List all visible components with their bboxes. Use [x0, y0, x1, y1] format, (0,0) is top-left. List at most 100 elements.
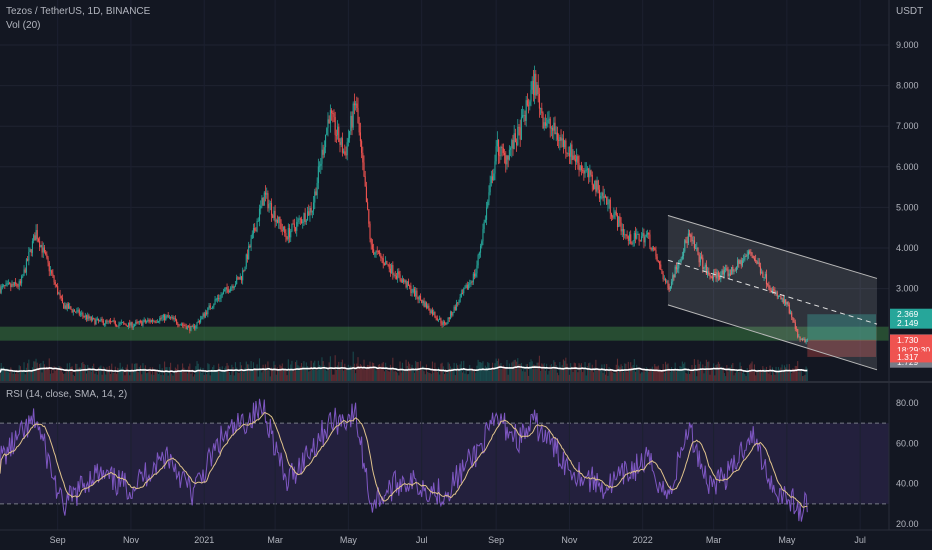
volume-bar [632, 365, 634, 381]
volume-bar [750, 363, 752, 381]
price-candle-body [10, 283, 12, 288]
price-candle-body [325, 134, 327, 148]
volume-bar [747, 370, 749, 381]
volume-bar [285, 369, 287, 381]
price-candle-body [395, 275, 397, 279]
symbol-legend[interactable]: Tezos / TetherUS, 1D, BINANCE [6, 6, 151, 17]
volume-bar [340, 362, 342, 381]
price-candle-body [167, 315, 169, 318]
volume-bar [525, 364, 527, 381]
price-candle-body [600, 195, 602, 199]
price-candle-body [24, 269, 26, 273]
price-candle-body [613, 213, 615, 218]
volume-bar [435, 368, 437, 381]
volume-bar [225, 366, 227, 381]
price-candle-body [472, 273, 474, 283]
price-candle-body [338, 126, 340, 142]
price-candle-body [697, 247, 699, 255]
volume-bar [0, 371, 1, 381]
volume-bar [770, 375, 772, 381]
price-candle-body [219, 298, 221, 300]
price-candle-body [568, 153, 570, 157]
volume-bar [321, 357, 323, 381]
price-candle-body [206, 312, 208, 315]
volume-bar [359, 363, 361, 381]
price-candle-body [570, 144, 572, 157]
volume-bar [316, 370, 318, 381]
price-candle-body [230, 287, 232, 292]
volume-bar [218, 363, 220, 381]
price-candle-body [727, 269, 729, 277]
price-candle-body [723, 269, 725, 275]
volume-bar [386, 369, 388, 381]
volume-bar [172, 375, 174, 381]
volume-bar [177, 364, 179, 381]
volume-bar [101, 374, 103, 381]
volume-bar [178, 370, 180, 381]
volume-bar [493, 370, 495, 381]
price-candle-body [418, 295, 420, 300]
price-candle-body [449, 311, 452, 319]
volume-legend[interactable]: Vol (20) [6, 20, 41, 31]
volume-bar [650, 368, 652, 381]
volume-bar [273, 361, 275, 381]
price-candle-body [335, 134, 337, 136]
price-candle-body [109, 320, 112, 322]
volume-bar [722, 366, 724, 381]
volume-bar [439, 374, 441, 381]
price-candle-body [332, 113, 334, 114]
volume-bar [373, 363, 375, 381]
price-candle-body [770, 290, 772, 292]
price-candle-body [416, 290, 418, 298]
volume-bar [198, 370, 200, 381]
volume-bar [286, 375, 288, 381]
price-candle-body [130, 322, 132, 326]
rsi-legend[interactable]: RSI (14, close, SMA, 14, 2) [6, 389, 128, 400]
volume-bar [680, 366, 682, 381]
volume-bar [801, 376, 804, 381]
price-candle-body [643, 233, 645, 243]
price-candle-body [113, 320, 115, 322]
volume-bar [209, 375, 211, 381]
volume-bar [573, 362, 575, 381]
volume-bar [63, 373, 65, 381]
price-candle-body [373, 249, 375, 255]
price-candle-body [470, 281, 472, 284]
price-candle-body [309, 207, 311, 216]
time-tick-label: Jul [854, 535, 866, 545]
volume-bar [280, 366, 282, 381]
volume-bar [542, 364, 544, 381]
volume-bar [669, 371, 671, 381]
price-candle-body [428, 305, 430, 311]
price-candle-body [34, 235, 36, 241]
price-candle-body [379, 251, 381, 255]
price-candle-body [446, 322, 448, 325]
price-candle-body [624, 234, 626, 236]
volume-bar [326, 370, 328, 381]
price-candle-body [35, 230, 37, 241]
volume-bar [171, 373, 173, 381]
volume-bar [317, 360, 319, 381]
price-candle-body [186, 325, 188, 330]
price-candle-body [300, 219, 303, 223]
price-candle-body [49, 270, 52, 272]
volume-bar [476, 365, 478, 381]
price-candle-body [574, 159, 576, 162]
volume-bar [467, 374, 470, 381]
price-candle-body [106, 320, 108, 322]
price-candle-body [89, 316, 91, 319]
price-candle-body [144, 319, 146, 323]
volume-bar [634, 371, 637, 381]
volume-bar [758, 370, 760, 381]
price-candle-body [155, 321, 157, 323]
price-candle-body [178, 325, 180, 326]
price-candle-body [675, 266, 677, 270]
volume-bar [180, 369, 182, 381]
price-candle-body [103, 323, 106, 325]
price-candle-body [190, 326, 192, 331]
price-candle-body [415, 290, 417, 297]
volume-bar [352, 351, 354, 381]
price-candle-body [291, 223, 293, 232]
volume-bar [40, 363, 42, 381]
